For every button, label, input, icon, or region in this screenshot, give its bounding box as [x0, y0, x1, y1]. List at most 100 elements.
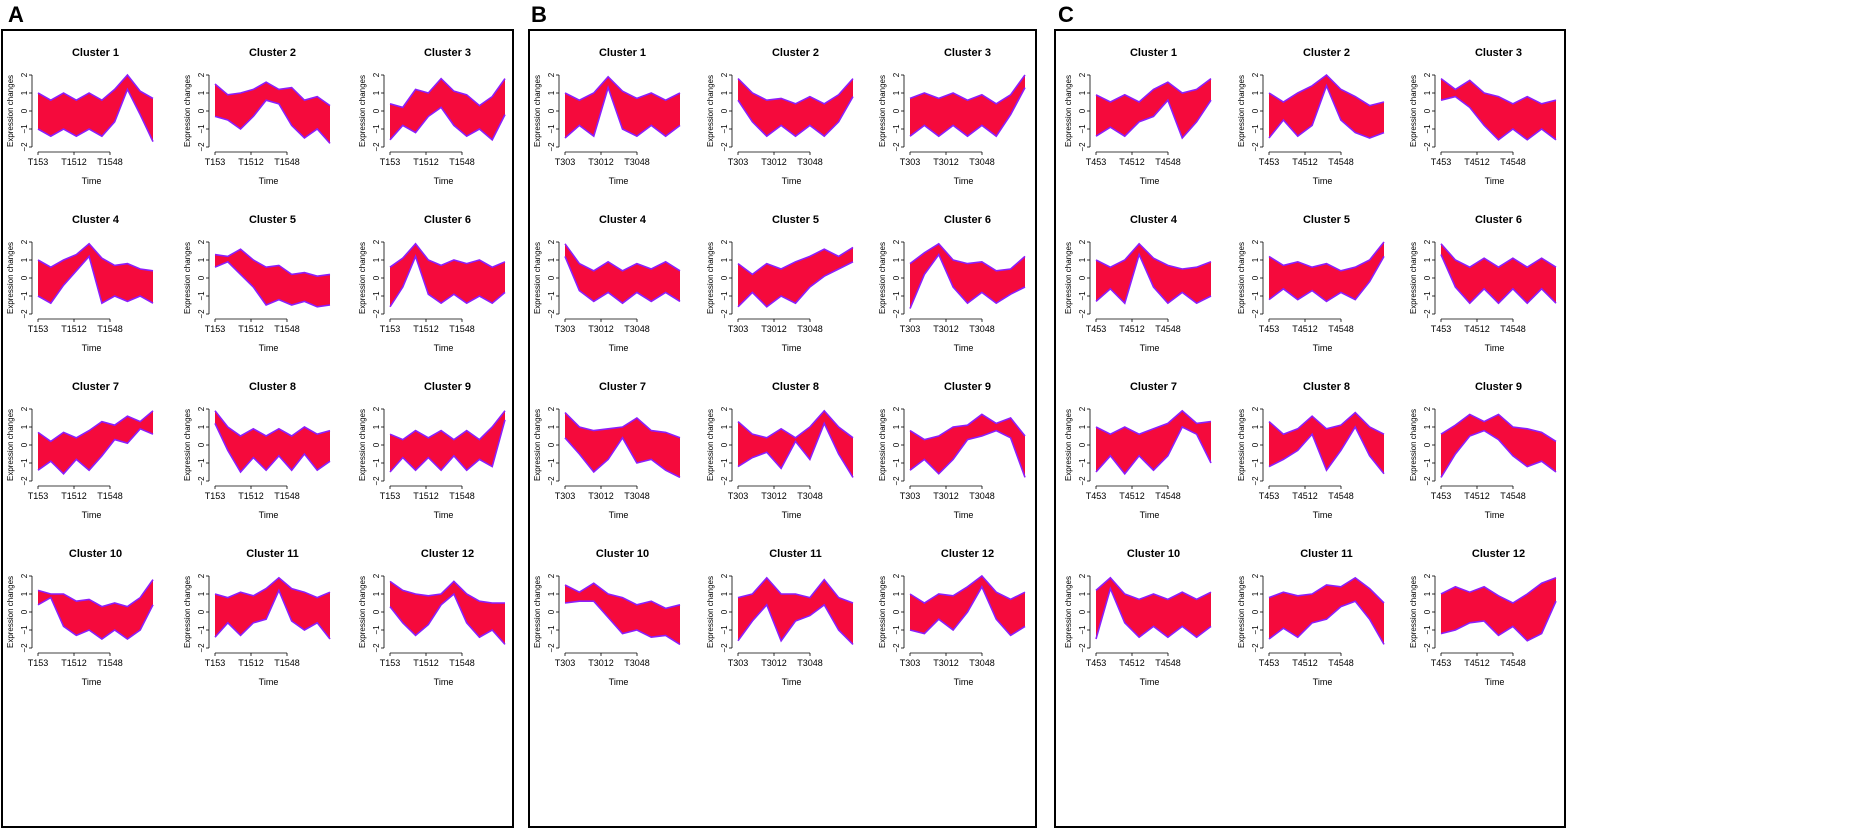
x-axis-label: Time [609, 677, 629, 687]
y-tick-label: 2 [720, 72, 729, 77]
y-tick-label: −2 [1251, 643, 1260, 653]
y-tick-label: 0 [1251, 108, 1260, 113]
y-tick-label: 1 [197, 424, 206, 429]
y-tick-label: 0 [197, 442, 206, 447]
y-tick-label: 2 [197, 239, 206, 244]
y-tick-label: −1 [547, 291, 556, 301]
cluster-plot: Cluster 1 Expression changes 2 1 0 −1 −2 T303 T3… [533, 47, 681, 186]
cluster-plot: Cluster 9 Expression changes 2 1 0 −1 −2 T153 T1… [358, 381, 506, 520]
y-tick-label: 2 [892, 239, 901, 244]
y-tick-label: 2 [1423, 573, 1432, 578]
y-axis-label: Expression changes [6, 409, 15, 481]
y-tick-label: −2 [20, 476, 29, 486]
x-tick-label: T1548 [97, 658, 123, 668]
expression-band [215, 577, 330, 639]
expression-band [910, 576, 1025, 636]
y-tick-label: 1 [1423, 591, 1432, 596]
cluster-title: Cluster 2 [772, 47, 819, 59]
x-tick-label: T4548 [1328, 324, 1354, 334]
x-tick-label: T4548 [1500, 491, 1526, 501]
y-tick-label: −2 [1251, 476, 1260, 486]
y-tick-label: −2 [1078, 309, 1087, 319]
expression-band [910, 243, 1025, 309]
cluster-title: Cluster 4 [1130, 214, 1178, 226]
lower-edge-line [1268, 256, 1385, 303]
x-tick-label: T453 [1259, 658, 1280, 668]
y-axis-label: Expression changes [533, 409, 542, 481]
y-axis-label: Expression changes [358, 242, 367, 314]
lower-edge-line [1095, 98, 1212, 140]
panel-a: A Cluster 1 Expression changes 2 1 0 −1 −2 T153 T… [1, 2, 514, 828]
y-axis-label: Expression changes [533, 576, 542, 648]
y-tick-label: 1 [372, 591, 381, 596]
y-tick-label: −2 [372, 476, 381, 486]
y-tick-label: 1 [20, 424, 29, 429]
y-tick-label: 1 [547, 424, 556, 429]
cluster-title: Cluster 1 [72, 47, 119, 59]
x-tick-label: T453 [1086, 658, 1107, 668]
y-tick-label: −2 [892, 476, 901, 486]
x-tick-label: T1512 [413, 491, 439, 501]
x-tick-label: T1548 [97, 491, 123, 501]
x-tick-label: T4512 [1119, 491, 1145, 501]
y-tick-label: 2 [547, 406, 556, 411]
lower-edge-line [214, 423, 331, 474]
x-tick-label: T303 [555, 157, 576, 167]
y-tick-label: −2 [1078, 142, 1087, 152]
cluster-plot: Cluster 9 Expression changes 2 1 0 −1 −2 T303 T3… [878, 381, 1026, 520]
upper-edge-line [909, 574, 1026, 604]
x-tick-label: T303 [900, 658, 921, 668]
x-axis-label: Time [82, 343, 102, 353]
cluster-plot: Cluster 10 Expression changes 2 1 0 −1 −2 T303 T… [533, 548, 681, 687]
y-tick-label: −2 [1423, 476, 1432, 486]
upper-edge-line [389, 580, 505, 604]
y-tick-label: −2 [197, 309, 206, 319]
y-axis-label: Expression changes [706, 409, 715, 481]
y-tick-label: 1 [20, 257, 29, 262]
y-tick-label: 1 [20, 591, 29, 596]
x-axis-label: Time [259, 176, 279, 186]
y-axis-label: Expression changes [533, 75, 542, 147]
expression-band [215, 82, 330, 144]
y-tick-label: 1 [1423, 424, 1432, 429]
y-tick-label: 2 [892, 573, 901, 578]
upper-edge-line [1095, 409, 1212, 436]
lower-edge-line [389, 592, 506, 645]
x-tick-label: T453 [1259, 324, 1280, 334]
x-tick-label: T3012 [761, 157, 787, 167]
lower-edge-line [737, 421, 854, 478]
x-tick-label: T1512 [413, 157, 439, 167]
x-tick-label: T4548 [1500, 324, 1526, 334]
x-tick-label: T303 [900, 324, 921, 334]
x-axis-label: Time [1485, 343, 1505, 353]
lower-edge-line [909, 87, 1026, 138]
x-axis-label: Time [954, 176, 974, 186]
y-tick-label: −1 [1078, 458, 1087, 468]
y-tick-label: −2 [372, 643, 381, 653]
y-tick-label: 2 [197, 573, 206, 578]
cluster-plot: Cluster 2 Expression changes 2 1 0 −1 −2 T153 T1… [183, 47, 331, 186]
x-axis-label: Time [1140, 510, 1160, 520]
x-tick-label: T4548 [1328, 491, 1354, 501]
lower-edge-line [909, 253, 1026, 309]
y-axis-label: Expression changes [1237, 242, 1246, 314]
x-tick-label: T3012 [588, 491, 614, 501]
cluster-title: Cluster 8 [1303, 381, 1350, 393]
upper-edge-line [1268, 411, 1385, 436]
y-tick-label: 1 [372, 257, 381, 262]
y-tick-label: −2 [1423, 309, 1432, 319]
x-tick-label: T153 [28, 324, 49, 334]
x-tick-label: T303 [900, 157, 921, 167]
x-axis-label: Time [1485, 677, 1505, 687]
y-axis-label: Expression changes [1064, 75, 1073, 147]
y-axis-label: Expression changes [706, 242, 715, 314]
expression-band [1441, 243, 1556, 304]
y-axis-label: Expression changes [878, 242, 887, 314]
y-tick-label: 0 [1423, 275, 1432, 280]
cluster-plot: Cluster 2 Expression changes 2 1 0 −1 −2 T303 T3… [706, 47, 854, 186]
x-tick-label: T1512 [413, 324, 439, 334]
y-tick-label: −2 [1078, 476, 1087, 486]
x-tick-label: T1548 [274, 658, 300, 668]
y-tick-label: −1 [1423, 124, 1432, 134]
y-tick-label: 0 [372, 609, 381, 614]
